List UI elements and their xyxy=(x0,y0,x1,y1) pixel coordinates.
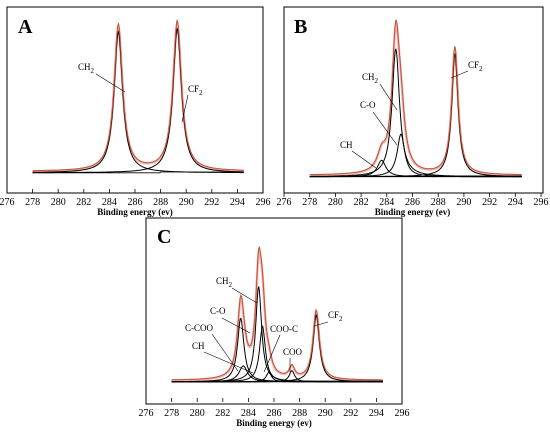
component-cf2 xyxy=(309,53,522,178)
experimental-curve xyxy=(32,18,244,172)
x-tick-label: 294 xyxy=(508,197,523,208)
x-tick-label: 280 xyxy=(328,197,343,208)
baseline xyxy=(171,380,383,383)
panel-label: C xyxy=(157,226,171,248)
annotation-label: C-O xyxy=(210,306,226,316)
x-tick-label: 284 xyxy=(102,197,117,208)
x-axis-label: Binding energy (ev) xyxy=(236,418,312,428)
fit-envelope xyxy=(309,22,522,177)
fit-envelope xyxy=(32,19,244,173)
plot-frame xyxy=(145,217,403,405)
annotation-label: COO-C xyxy=(270,324,298,334)
x-tick-label: 296 xyxy=(395,408,410,419)
panel-B: B 276 278 280 282 284 286 288 290 292 294 296 Bindin… xyxy=(277,6,549,217)
component-c-o xyxy=(171,325,383,383)
x-tick-label: 286 xyxy=(267,408,282,419)
x-tick-label: 284 xyxy=(241,408,256,419)
x-tick-label: 296 xyxy=(534,197,549,208)
x-tick-label: 278 xyxy=(302,197,317,208)
x-tick-label: 280 xyxy=(51,197,66,208)
annotation-label: CF2 xyxy=(188,84,203,97)
annotation-label: CH2 xyxy=(78,62,95,75)
annotation-leader xyxy=(372,111,398,146)
x-tick-label: 276 xyxy=(139,408,154,419)
annotation-leader xyxy=(313,321,329,327)
component-ch2 xyxy=(32,30,244,174)
annotation-label: COO xyxy=(283,347,303,357)
x-tick-label: 294 xyxy=(230,197,245,208)
panel-A: A 276 278 280 282 284 286 288 290 292 294 296 Bindin… xyxy=(0,6,271,217)
component-ch2 xyxy=(171,286,383,383)
panel-C: C 276 278 280 282 284 286 288 290 292 294 296 Bindin… xyxy=(139,217,410,428)
x-tick-label: 290 xyxy=(456,197,471,208)
x-tick-label: 282 xyxy=(215,408,230,419)
baseline xyxy=(309,175,522,178)
annotation-leader xyxy=(203,351,254,374)
x-tick-label: 296 xyxy=(256,197,271,208)
x-tick-label: 288 xyxy=(153,197,168,208)
x-tick-label: 290 xyxy=(318,408,333,419)
x-tick-label: 278 xyxy=(164,408,179,419)
x-tick-label: 294 xyxy=(369,408,384,419)
plot-frame xyxy=(283,6,544,194)
x-tick-label: 282 xyxy=(354,197,369,208)
x-tick-label: 292 xyxy=(482,197,497,208)
x-tick-label: 282 xyxy=(76,197,91,208)
annotation-leader xyxy=(379,83,398,111)
x-tick-label: 290 xyxy=(179,197,194,208)
x-axis-label: Binding energy (ev) xyxy=(97,207,173,217)
annotation-label: CH xyxy=(192,341,205,351)
annotation-label: CF2 xyxy=(328,310,343,323)
x-tick-label: 284 xyxy=(379,197,394,208)
fit-envelope xyxy=(171,246,383,382)
x-tick-label: 280 xyxy=(190,408,205,419)
x-tick-label: 286 xyxy=(405,197,420,208)
x-tick-label: 288 xyxy=(431,197,446,208)
annotation-label: C-O xyxy=(360,100,376,110)
baseline xyxy=(32,171,244,174)
annotation-leader xyxy=(95,73,126,93)
annotation-leader xyxy=(263,334,281,373)
x-tick-label: 292 xyxy=(204,197,219,208)
annotation-leader xyxy=(181,94,189,123)
annotation-label: CH xyxy=(340,140,353,150)
experimental-curve xyxy=(171,245,383,381)
plot-frame xyxy=(6,6,264,194)
x-axis: 276 278 280 282 284 286 288 290 292 294 296 Binding… xyxy=(277,193,549,217)
annotation-label: CF2 xyxy=(468,60,483,73)
annotation-leader xyxy=(221,317,251,334)
annotation-label: C-COO xyxy=(185,323,214,333)
x-tick-label: 276 xyxy=(0,197,15,208)
panel-label: B xyxy=(294,16,307,38)
x-tick-label: 286 xyxy=(128,197,143,208)
x-tick-label: 276 xyxy=(277,197,292,208)
experimental-curve xyxy=(309,19,522,176)
x-tick-label: 292 xyxy=(343,408,358,419)
x-tick-label: 278 xyxy=(25,197,40,208)
panel-label: A xyxy=(18,16,33,38)
x-axis: 276 278 280 282 284 286 288 290 292 294 296 Binding… xyxy=(139,398,410,428)
x-axis: 276 278 280 282 284 286 288 290 292 294 296 Binding… xyxy=(0,189,271,217)
annotation-leader xyxy=(450,70,469,79)
annotation-leader xyxy=(351,150,377,169)
annotation-label: CH2 xyxy=(362,72,379,85)
component-cf2 xyxy=(32,27,244,174)
annotation-label: CH2 xyxy=(216,276,233,289)
component-ch2 xyxy=(309,48,522,178)
annotation-leader xyxy=(231,287,258,304)
x-tick-label: 288 xyxy=(292,408,307,419)
x-axis-label: Binding energy (ev) xyxy=(375,207,451,217)
